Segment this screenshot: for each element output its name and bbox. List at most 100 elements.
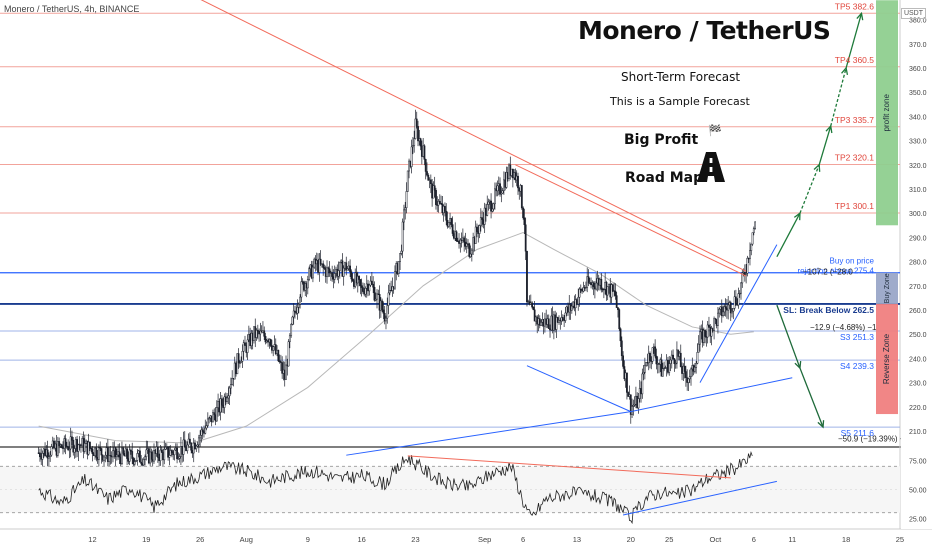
candle-body: [587, 276, 590, 284]
candle-body: [731, 311, 733, 314]
candle-body: [140, 461, 143, 464]
candle-body: [706, 324, 709, 338]
candle-body: [195, 445, 198, 450]
candle-body: [381, 300, 384, 311]
candle-body: [97, 447, 100, 460]
candle-body: [496, 185, 499, 192]
candle-body: [492, 203, 495, 210]
candle-body: [679, 352, 682, 368]
candle-body: [372, 283, 375, 288]
candle-body: [729, 302, 732, 314]
candle-body: [531, 302, 533, 308]
candle-body: [615, 295, 618, 308]
candle-body: [56, 441, 59, 456]
candle-body: [109, 455, 112, 457]
candle-body: [121, 447, 123, 465]
candles-group: [37, 109, 757, 473]
candle-body: [342, 267, 345, 277]
candle-body: [695, 363, 698, 368]
candle-body: [547, 318, 550, 329]
candle-body: [561, 317, 564, 320]
candle-body: [645, 362, 648, 366]
candle-body: [176, 447, 178, 460]
candle-body: [699, 331, 701, 345]
candle-body: [350, 271, 353, 280]
candle-body: [41, 453, 44, 460]
candle-body: [696, 352, 699, 364]
zone-2: [876, 303, 898, 415]
candle-body: [683, 365, 686, 372]
candle-body: [401, 221, 404, 252]
candle-body: [424, 159, 427, 172]
candle-body: [77, 444, 80, 452]
level-label-sl: SL: Break Below 262.5: [783, 305, 874, 315]
time-tick-6: 23: [411, 535, 419, 544]
candle-body: [406, 170, 409, 192]
candle-body: [89, 441, 91, 449]
forecast-up-arrow-segment: [799, 164, 820, 214]
level-label-buy-1: Buy on price: [830, 257, 875, 266]
candle-body: [236, 353, 239, 375]
time-tick-7: Sep: [478, 535, 491, 544]
candle-body: [300, 281, 303, 298]
candle-body: [397, 261, 400, 274]
candle-body: [212, 412, 214, 423]
candle-body: [704, 330, 707, 337]
candle-body: [404, 207, 407, 211]
time-tick-14: 11: [788, 535, 796, 544]
candle-body: [629, 394, 632, 415]
candle-body: [208, 417, 211, 420]
candle-body: [387, 292, 390, 306]
candle-body: [291, 316, 294, 325]
candle-body: [46, 449, 49, 459]
candle-body: [118, 451, 121, 458]
candle-body: [749, 250, 751, 259]
candle-body: [427, 174, 430, 181]
candle-body: [433, 185, 436, 191]
candle-body: [60, 444, 63, 449]
subtitle-sample: This is a Sample Forecast: [610, 95, 750, 108]
candle-body: [632, 405, 635, 407]
candle-body: [104, 454, 107, 458]
price-tick-13: 330.0: [909, 139, 927, 146]
level-label-1: TP4 360.5: [835, 55, 874, 65]
candle-body: [741, 272, 744, 284]
candle-body: [642, 372, 645, 375]
candle-body: [136, 453, 139, 461]
candle-body: [338, 261, 341, 271]
candle-body: [264, 336, 267, 343]
trendline-3: [630, 377, 793, 413]
candle-body: [520, 185, 523, 209]
candle-body: [142, 459, 145, 466]
candle-body: [413, 138, 416, 146]
candle-body: [718, 308, 721, 314]
candle-body: [351, 278, 354, 281]
candle-body: [558, 319, 560, 323]
price-tick-2: 220.0: [909, 405, 927, 412]
candle-body: [385, 317, 387, 322]
level-label-buy-2: rejection above 275.4: [798, 267, 875, 276]
symbol-header: Monero / TetherUS, 4h, BINANCE: [4, 4, 140, 14]
forecast-up-arrow-head: [856, 11, 864, 21]
moving-average-line: [38, 232, 754, 444]
candle-body: [429, 179, 432, 184]
candle-body: [524, 224, 527, 252]
candle-body: [135, 460, 137, 462]
forecast-down-arrow-segment: [776, 304, 801, 369]
candle-body: [246, 339, 249, 353]
candle-body: [183, 439, 186, 447]
forecast-up-arrow-segment: [845, 13, 863, 69]
candle-body: [337, 270, 340, 277]
candle-body: [213, 412, 216, 415]
candle-body: [451, 224, 454, 234]
candle-body: [199, 435, 202, 439]
forecast-up-arrow-segment: [776, 212, 801, 258]
candle-body: [423, 145, 426, 160]
candle-body: [382, 309, 385, 314]
candle-body: [308, 268, 310, 281]
candle-body: [435, 189, 437, 205]
candle-body: [223, 396, 226, 408]
time-tick-9: 13: [573, 535, 581, 544]
candle-body: [611, 284, 614, 291]
